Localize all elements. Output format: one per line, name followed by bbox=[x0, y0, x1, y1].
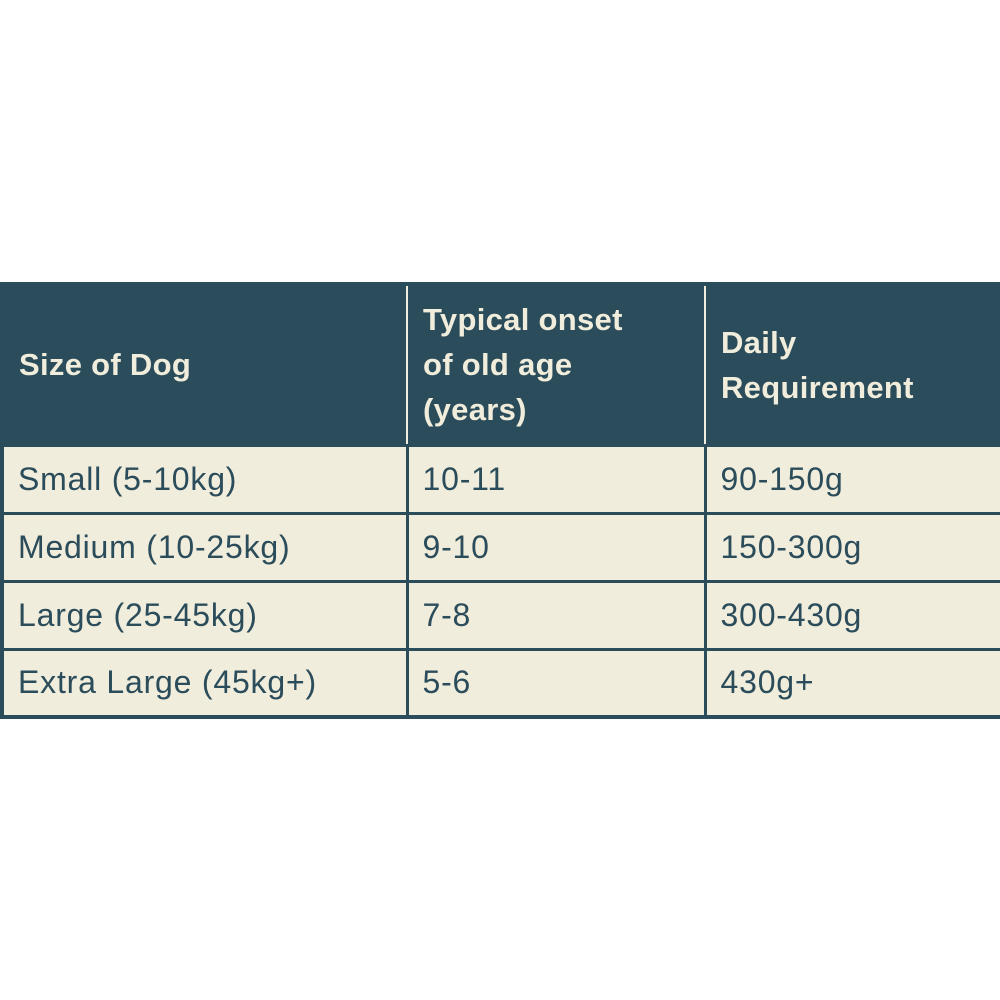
table-row-small: Small (5-10kg) 10-11 90-150g bbox=[0, 443, 1000, 515]
cell-size-large: Large (25-45kg) bbox=[0, 579, 409, 651]
cell-size-medium: Medium (10-25kg) bbox=[0, 511, 409, 583]
header-size-of-dog: Size of Dog bbox=[2, 284, 407, 445]
cell-daily-medium: 150-300g bbox=[703, 511, 1000, 583]
table-row-extra-large: Extra Large (45kg+) 5-6 430g+ bbox=[0, 647, 1000, 719]
table-row-medium: Medium (10-25kg) 9-10 150-300g bbox=[0, 511, 1000, 583]
table-header-row: Size of Dog Typical onset of old age (ye… bbox=[2, 284, 1000, 445]
cell-daily-small: 90-150g bbox=[703, 443, 1000, 515]
dog-aging-requirements-table: Size of Dog Typical onset of old age (ye… bbox=[0, 282, 1000, 719]
header-typical-onset-of-old-age: Typical onset of old age (years) bbox=[406, 284, 705, 445]
table-row-large: Large (25-45kg) 7-8 300-430g bbox=[0, 579, 1000, 651]
cell-onset-large: 7-8 bbox=[405, 579, 707, 651]
cell-onset-small: 10-11 bbox=[405, 443, 707, 515]
cell-onset-medium: 9-10 bbox=[405, 511, 707, 583]
header-daily-requirement: Daily Requirement bbox=[704, 284, 1000, 445]
cell-size-extra-large: Extra Large (45kg+) bbox=[0, 647, 409, 719]
cell-onset-extra-large: 5-6 bbox=[405, 647, 707, 719]
cell-daily-large: 300-430g bbox=[703, 579, 1000, 651]
cell-size-small: Small (5-10kg) bbox=[0, 443, 409, 515]
cell-daily-extra-large: 430g+ bbox=[703, 647, 1000, 719]
